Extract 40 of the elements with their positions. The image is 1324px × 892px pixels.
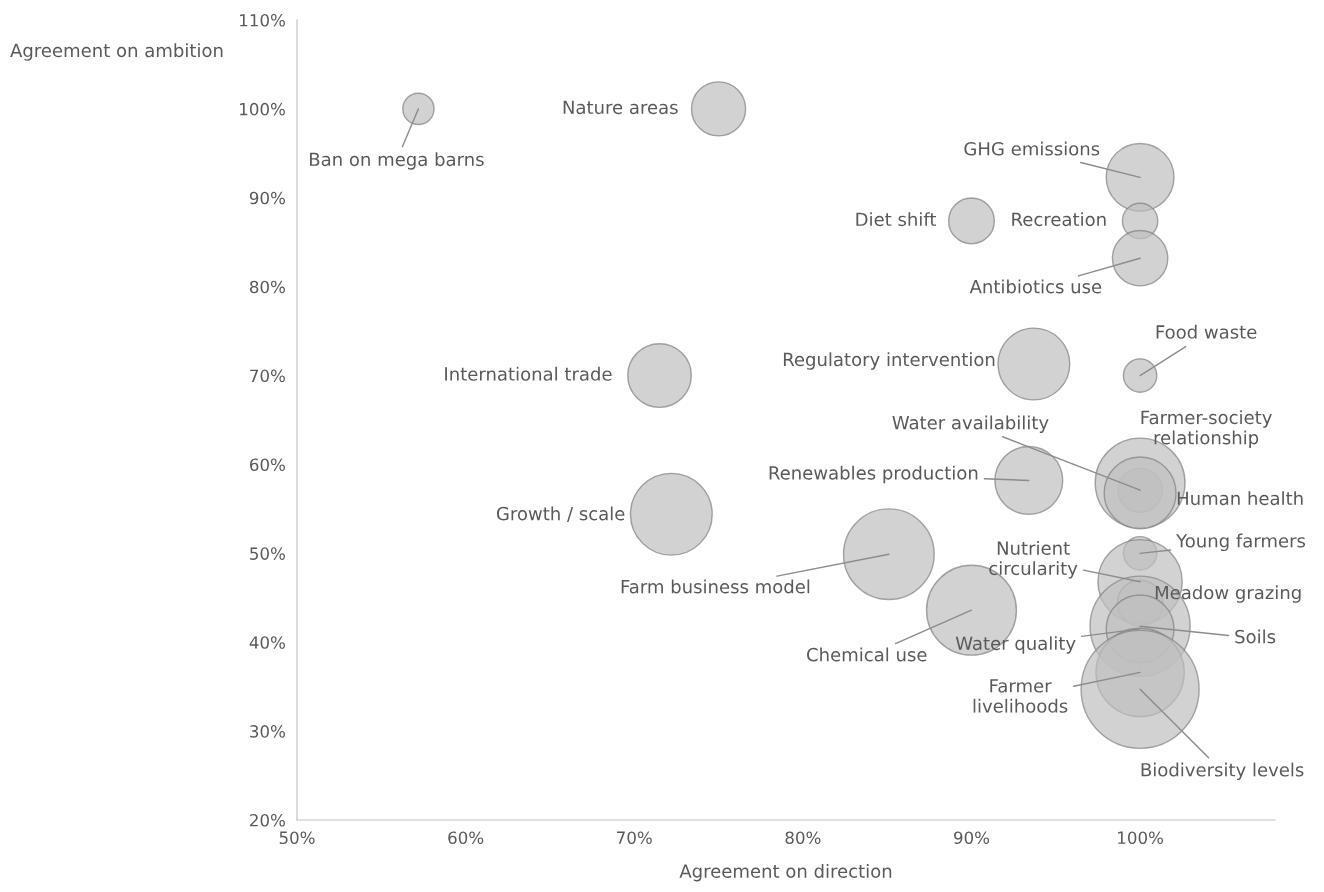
annotation: Growth / scale [496,506,625,522]
annotation: International trade [445,366,612,381]
annotation: Young farmers [1176,533,1306,552]
x-axis-title: Agreement on direction [679,863,892,882]
annotation: GHG emissions [964,141,1100,156]
y-tick-label: 90% [249,191,285,205]
y-tick-label: 100% [240,102,285,116]
annotation: Human health [1177,491,1303,506]
y-tick-label: 30% [250,725,285,738]
y-axis-title: Agreement on ambition [10,43,223,61]
annotation: Nature areas [563,100,678,115]
annotation: Farmer livelihoods [973,679,1068,713]
y-tick-label: 110% [240,13,285,27]
x-tick-label: 100% [1118,831,1164,845]
y-tick-label: 80% [249,280,285,294]
annotation: Food waste [1156,324,1257,339]
y-tick-label: 50% [250,547,285,560]
annotation: Diet shift [856,212,937,227]
annotation: Nutrient circularity [989,540,1078,579]
x-tick-label: 80% [785,831,821,845]
y-tick-label: 20% [250,813,285,827]
annotation: Soils [1235,629,1276,644]
x-tick-label: 90% [954,831,990,845]
annotation: Ban on mega barns [310,152,484,170]
x-tick-label: 70% [617,831,652,845]
annotation: Biodiversity levels [1141,762,1304,781]
annotation: Recreation [1012,212,1106,227]
x-tick-label: 50% [279,831,315,845]
y-tick-label: 60% [250,458,285,472]
annotation: Water quality [955,636,1076,654]
annotation: Farmer-society relationship [1141,410,1272,448]
annotation: Antibiotics use [969,279,1102,294]
x-tick-label: 60% [448,831,484,845]
annotation: Chemical use [807,647,927,662]
annotation: Renewables production [769,465,978,484]
y-tick-label: 70% [250,369,285,383]
y-tick-label: 40% [249,636,285,649]
annotation: Water availability [892,415,1049,433]
annotation: Regulatory intervention [783,352,995,370]
annotation: Farm business model [621,579,810,594]
